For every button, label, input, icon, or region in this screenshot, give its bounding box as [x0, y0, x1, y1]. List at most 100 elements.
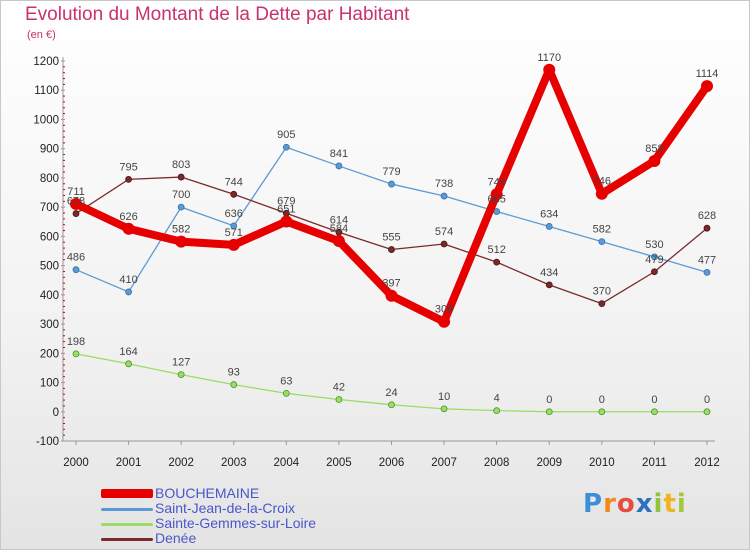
- y-tick-label: 400: [40, 290, 59, 302]
- series-saint-jean-data-label: 738: [435, 178, 453, 190]
- series-saint-jean-data-label: 477: [698, 254, 716, 266]
- series-sainte-gemmes-data-label: 10: [438, 391, 450, 403]
- series-denee-data-label: 555: [382, 232, 400, 244]
- series-sainte-gemmes-data-label: 0: [704, 394, 710, 406]
- series-bouchemaine-point: [332, 235, 345, 248]
- series-sainte-gemmes-point: [440, 405, 448, 413]
- x-tick-label: 2003: [221, 457, 247, 469]
- legend-swatch-saint-jean: [101, 508, 153, 511]
- series-bouchemaine-point: [70, 197, 82, 210]
- x-tick-label: 2008: [484, 457, 510, 469]
- series-saint-jean-point: [388, 180, 395, 188]
- y-tick-label: 0: [53, 407, 59, 419]
- y-tick-label: 1000: [33, 114, 59, 126]
- series-bouchemaine-data-label: 1170: [537, 52, 561, 64]
- series-denee-point: [388, 246, 395, 253]
- series-sainte-gemmes-data-label: 24: [385, 387, 397, 399]
- series-bouchemaine-point: [175, 235, 188, 248]
- proxiti-logo: Proxiti: [583, 489, 687, 519]
- series-saint-jean-point: [335, 162, 343, 170]
- x-tick-label: 2007: [431, 457, 457, 469]
- series-denee-point: [440, 240, 448, 248]
- legend-swatch-denee: [101, 538, 153, 541]
- series-sainte-gemmes-data-label: 93: [228, 367, 240, 379]
- series-saint-jean-point: [125, 288, 132, 296]
- series-denee-point: [598, 300, 606, 308]
- legend-label-bouchemaine: BOUCHEMAINE: [155, 485, 260, 501]
- y-tick-label: 900: [40, 144, 59, 156]
- y-tick-label: 1100: [34, 85, 59, 97]
- series-saint-jean-data-label: 841: [330, 148, 348, 160]
- series-sainte-gemmes-data-label: 0: [599, 394, 605, 406]
- series-denee-point: [651, 268, 658, 276]
- series-denee-data-label: 479: [645, 254, 663, 266]
- series-denee-point: [72, 210, 80, 217]
- legend-label-saint-jean: Saint-Jean-de-la-Croix: [155, 500, 296, 516]
- series-denee-data-label: 628: [698, 210, 716, 222]
- series-bouchemaine-point: [701, 80, 713, 93]
- series-bouchemaine-point: [280, 215, 293, 228]
- series-sainte-gemmes-data-label: 198: [67, 336, 85, 348]
- y-tick-label: 800: [40, 173, 59, 185]
- series-saint-jean-point: [230, 222, 238, 230]
- series-sainte-gemmes-point: [598, 408, 606, 416]
- series-saint-jean-data-label: 582: [593, 224, 611, 236]
- series-bouchemaine-point: [227, 238, 240, 251]
- y-tick-label: 700: [40, 202, 59, 214]
- series-sainte-gemmes-data-label: 127: [172, 357, 190, 369]
- series-sainte-gemmes-data-label: 0: [651, 394, 657, 406]
- series-denee-data-label: 614: [330, 214, 348, 226]
- chart-subtitle: (en €): [27, 29, 56, 41]
- series-sainte-gemmes-point: [282, 389, 290, 397]
- series-sainte-gemmes-data-label: 4: [494, 393, 500, 405]
- series-saint-jean-data-label: 530: [645, 239, 663, 251]
- legend-swatch-sainte-gemmes: [101, 523, 153, 526]
- series-bouchemaine-data-label: 571: [225, 227, 243, 239]
- series-sainte-gemmes-data-label: 42: [333, 381, 345, 393]
- series-sainte-gemmes-data-label: 63: [280, 375, 292, 387]
- series-saint-jean-data-label: 700: [172, 189, 190, 201]
- series-denee-point: [545, 281, 553, 289]
- series-sainte-gemmes-data-label: 164: [119, 346, 137, 358]
- x-tick-label: 2000: [63, 457, 89, 469]
- series-saint-jean-data-label: 486: [67, 252, 85, 264]
- series-sainte-gemmes-point: [177, 371, 185, 379]
- series-denee-point: [177, 173, 185, 181]
- series-saint-jean-data-label: 779: [382, 166, 400, 178]
- series-bouchemaine-data-label: 1114: [696, 68, 719, 80]
- series-sainte-gemmes-point: [651, 408, 658, 416]
- series-bouchemaine-point: [595, 187, 608, 200]
- series-denee-point: [703, 224, 711, 232]
- series-bouchemaine-point: [490, 188, 503, 201]
- series-denee-data-label: 803: [172, 159, 190, 171]
- series-bouchemaine-point: [543, 63, 556, 76]
- y-tick-label: 500: [40, 261, 59, 273]
- series-bouchemaine-data-label: 582: [172, 224, 190, 236]
- y-tick-label: -100: [36, 436, 59, 448]
- y-tick-label: 600: [40, 231, 59, 243]
- series-sainte-gemmes-point: [335, 396, 343, 403]
- series-bouchemaine-point: [385, 289, 398, 302]
- series-saint-jean-point: [598, 238, 606, 246]
- series-saint-jean-point: [651, 253, 658, 261]
- series-bouchemaine-data-label: 626: [119, 211, 137, 223]
- series-bouchemaine-data-label: 584: [330, 223, 348, 235]
- y-tick-label: 1200: [33, 56, 59, 68]
- series-denee-data-label: 512: [487, 244, 505, 256]
- legend-label-denee: Denée: [155, 530, 197, 546]
- x-tick-label: 2012: [694, 457, 720, 469]
- x-tick-label: 2009: [536, 457, 562, 469]
- x-tick-label: 2010: [589, 457, 615, 469]
- series-bouchemaine-data-label: 651: [277, 203, 295, 215]
- series-sainte-gemmes-data-label: 0: [546, 394, 552, 406]
- chart-title: Evolution du Montant de la Dette par Hab…: [25, 4, 410, 25]
- series-bouchemaine-data-label: 711: [67, 186, 85, 198]
- series-sainte-gemmes-point: [72, 350, 80, 358]
- series-saint-jean-point: [703, 268, 711, 276]
- series-saint-jean-point: [440, 192, 448, 200]
- series-saint-jean-point: [282, 143, 290, 151]
- series-denee-point: [493, 258, 501, 266]
- x-tick-label: 2011: [642, 457, 667, 469]
